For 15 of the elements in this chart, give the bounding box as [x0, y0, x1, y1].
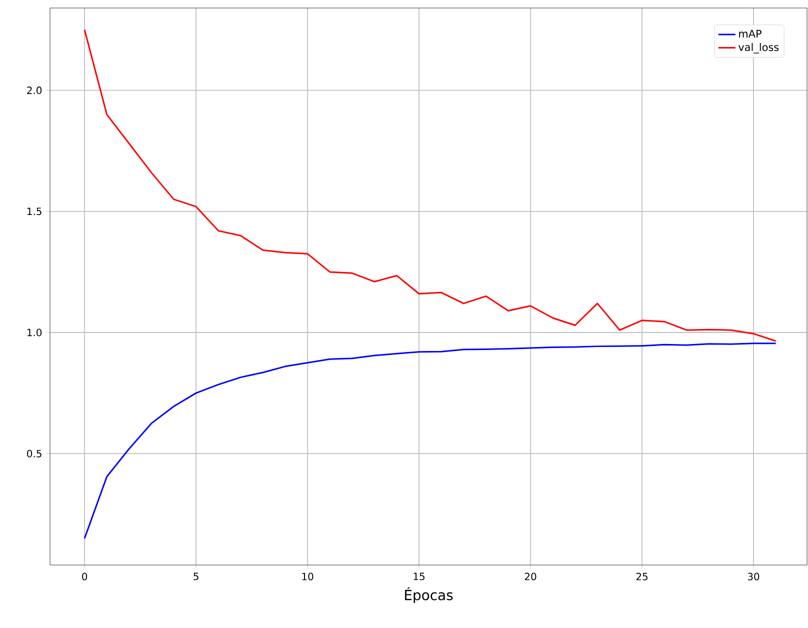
x-axis-title: Épocas	[405, 587, 453, 603]
y-tick-label: 2.0	[27, 86, 42, 94]
legend-label: mAP	[739, 30, 762, 38]
x-tick-label: 15	[414, 572, 424, 580]
x-tick-label: 30	[748, 572, 760, 580]
x-tick-label: 10	[302, 572, 314, 580]
legend-label: val_loss	[738, 43, 779, 54]
x-tick-label: 25	[636, 572, 648, 580]
x-tick-label: 5	[194, 572, 198, 580]
y-tick-label: 1.0	[27, 328, 42, 336]
line-series	[84, 29, 777, 342]
y-tick-label: 1.5	[27, 208, 42, 216]
y-tick-label: 0.5	[27, 450, 42, 458]
x-tick-label: 0	[82, 572, 88, 580]
x-tick-label: 20	[524, 572, 536, 580]
